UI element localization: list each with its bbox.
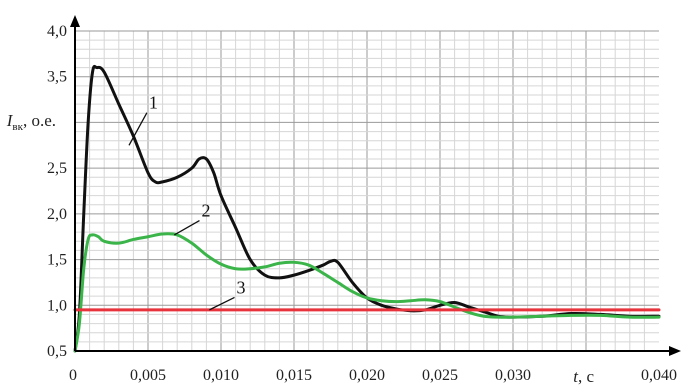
series-leaders: 1 2 3 <box>128 93 246 311</box>
x-tick-label: 0,005 <box>130 367 166 384</box>
x-tick-label: 0,025 <box>422 367 458 384</box>
y-tick-label: 1,5 <box>47 252 67 269</box>
x-tick-label: 0,010 <box>203 367 239 384</box>
y-tick-label: 2,0 <box>47 206 67 223</box>
leader-line-2 <box>173 220 200 236</box>
series-label-2: 2 <box>201 201 210 221</box>
series-label-3: 3 <box>237 277 246 297</box>
y-axis-label: Iвк, о.е. <box>6 111 56 133</box>
x-tick-label: 0,015 <box>276 367 312 384</box>
series-label-1: 1 <box>149 93 158 113</box>
leader-line-3 <box>209 296 235 311</box>
x-tick-label: 0,040 <box>641 367 677 384</box>
x-axis-arrow <box>669 346 681 356</box>
y-tick-label: 4,0 <box>47 23 67 40</box>
y-axis-arrow <box>70 15 80 27</box>
x-axis-label: t, с <box>573 367 594 386</box>
axes <box>70 15 681 356</box>
leader-line-1 <box>128 112 148 146</box>
x-tick-label-origin: 0 <box>69 367 77 384</box>
x-tick-label: 0,020 <box>349 367 385 384</box>
y-tick-label: 3,5 <box>47 69 67 86</box>
tick-labels: 0,5 1,0 1,5 2,0 2,5 3,5 4,0 0,005 0,010 0,015 0,02… <box>47 23 677 384</box>
grid <box>75 30 659 351</box>
series-group <box>73 64 661 353</box>
x-tick-label: 0,030 <box>495 367 531 384</box>
series-line-2 <box>73 232 661 353</box>
y-tick-label: 0,5 <box>47 343 67 360</box>
y-tick-label: 2,5 <box>47 160 67 177</box>
y-tick-label: 1,0 <box>47 297 67 314</box>
